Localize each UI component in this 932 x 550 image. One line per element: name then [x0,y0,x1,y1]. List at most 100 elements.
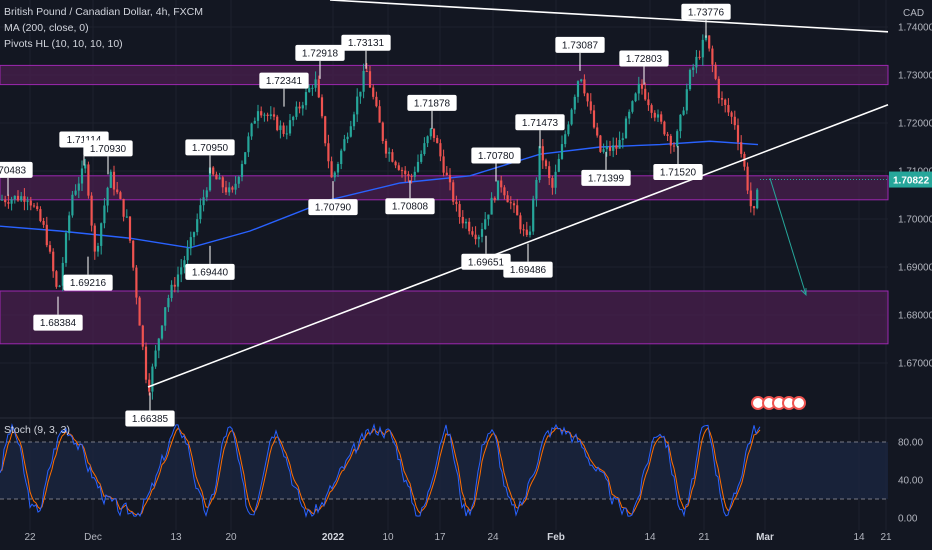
pivot-value: 1.70780 [478,151,515,162]
candle-body [80,168,84,184]
candle-body [560,144,564,159]
candle-body [730,112,733,117]
candle-body [362,70,365,92]
candle-body [336,164,340,173]
candle-body [157,338,160,351]
candle-body [605,146,608,150]
candle-body [580,79,583,82]
event-flag-icon[interactable] [792,396,806,410]
pivot-value: 1.73131 [348,38,385,49]
time-axis[interactable]: 22 Dec 13 20 2022 10 17 24 Feb 14 21 Mar 14 21 [24,532,892,543]
candle-body [20,196,23,201]
candle-body [16,195,20,201]
candle-body [359,91,362,97]
candle-body [164,307,167,326]
candle-body [333,172,336,178]
candle-body [608,146,612,151]
zone-rect [0,175,889,201]
pivot-value: 1.71520 [660,168,697,179]
candle-body [55,271,58,287]
candle-body [752,206,756,209]
candle-body [48,245,52,252]
candle-body [631,101,634,112]
time-tick-label: 21 [880,532,892,543]
pivot-value: 1.70790 [315,203,352,214]
candle-body [394,161,397,166]
candle-body [144,346,148,380]
time-tick-label: 14 [644,532,656,543]
candle-body [45,224,48,246]
candle-body [186,248,189,261]
candle-body [541,146,544,161]
candle-body [375,96,378,107]
candle-body [298,106,301,109]
candle-body [634,93,637,102]
candle-body [253,120,256,124]
candle-body [612,145,615,151]
candle-body [436,137,439,144]
candle-body [256,111,260,121]
candle-body [692,67,695,70]
stoch-tick-label: 0.00 [898,514,918,525]
pivot-value: 1.73776 [688,7,725,18]
candle-body [711,48,714,65]
candle-body [445,172,448,175]
candle-body [58,285,61,287]
candle-body [637,83,640,94]
time-tick-label: 13 [170,532,182,543]
candle-body [500,180,503,188]
candle-body [509,202,512,204]
pivot-value: 1.69651 [468,257,505,268]
candle-body [173,284,176,287]
pivot-box [308,199,358,216]
candle-body [516,205,519,216]
stoch-band [0,442,888,499]
candle-body [653,112,656,118]
candle-body [455,201,458,205]
candle-body [7,202,10,204]
pivot-value: 1.66385 [132,414,169,425]
candle-body [128,216,132,241]
candle-body [202,197,205,206]
economic-event-icons[interactable] [751,396,806,410]
pivot-value: 1.68384 [40,318,77,329]
pivot-box [385,198,435,215]
time-tick-label: 21 [698,532,710,543]
candle-body [269,114,272,116]
last-price-tag [889,171,932,188]
candle-body [576,81,580,97]
stoch-tick-label: 80.00 [898,438,923,449]
pivot-high-label: 1.70950 [185,139,235,174]
price-tick-label: 1.69000 [898,263,932,274]
candle-body [618,139,621,149]
pivot-box [581,169,631,186]
candle-body [676,131,679,147]
candle-body [519,215,522,230]
candle-body [640,83,644,89]
candle-body [688,69,692,90]
candle-body [682,110,685,115]
time-tick-label: Mar [756,532,774,543]
stoch-legend: Stoch (9, 3, 3) [4,424,70,436]
pivot-value: 1.69486 [510,265,547,276]
pivot-high-label: 1.70483 [0,161,33,196]
candle-body [583,79,586,94]
pivot-value: 1.72341 [266,76,303,87]
candle-body [698,56,701,58]
candle-body [234,183,237,190]
candle-body [420,154,423,162]
pivot-value: 1.71878 [414,98,451,109]
candle-body [330,161,333,178]
candle-body [448,174,452,183]
candle-body [42,220,45,225]
pivot-box [461,253,511,270]
candle-body [212,167,215,175]
candle-body [378,106,381,123]
price-axis[interactable]: 1.740001.730001.720001.710001.700001.690… [760,23,932,525]
candle-body [365,70,368,72]
candle-body [736,125,740,143]
candle-body [650,105,653,113]
candle-body [183,260,186,268]
candle-body [487,214,490,220]
